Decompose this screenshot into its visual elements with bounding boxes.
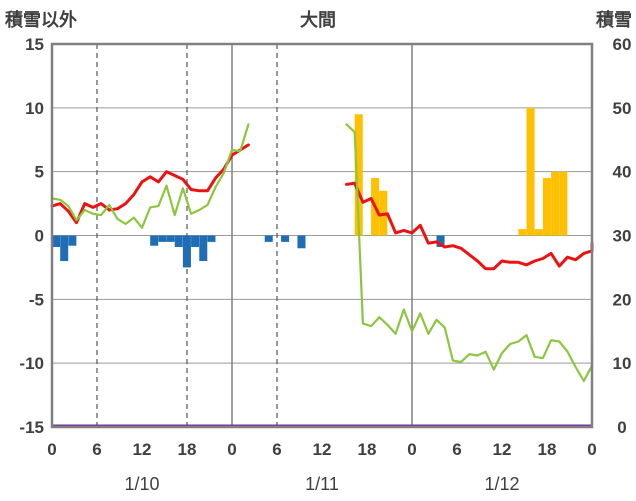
snow-bar [534,229,543,236]
date-label: 1/10 [124,474,159,494]
x-tick-label: 18 [358,440,377,459]
precip-bar [150,235,159,246]
left-tick-label: 10 [25,99,44,118]
x-tick-label: 6 [452,440,461,459]
green-series-line [345,123,594,383]
line-layer [50,123,594,428]
precip-bar [52,235,61,247]
left-tick-label: -5 [29,290,44,309]
plot-frame [50,42,594,429]
right-axis: 60 50 40 30 20 10 0 [613,35,632,437]
red-series-line [50,143,250,225]
left-tick-label: 0 [35,227,44,246]
grid-lines [52,44,592,427]
x-tick-label: 0 [227,440,236,459]
bar-layer [52,107,568,268]
left-tick-label: -10 [19,354,44,373]
left-axis: 15 10 5 0 -5 -10 -15 [19,35,44,437]
left-tick-label: -15 [19,418,44,437]
precip-bar [436,235,445,247]
right-axis-title: 積雪 [595,9,632,30]
right-tick-label: 20 [613,290,632,309]
precip-bar [207,235,216,242]
precip-bar [182,235,191,268]
right-tick-label: 50 [613,99,632,118]
precip-bar [264,235,273,242]
date-labels: 1/10 1/11 1/12 [124,474,519,494]
green-series-line [50,123,250,229]
x-tick-label: 12 [313,440,332,459]
precip-bar [174,235,183,247]
right-tick-label: 30 [613,227,632,246]
snow-bar [354,114,363,236]
precip-bar [297,235,306,249]
center-title: 大間 [300,9,336,30]
x-tick-label: 0 [587,440,596,459]
x-tick-label: 18 [538,440,557,459]
left-axis-title: 積雪以外 [4,9,77,30]
x-tick-label: 18 [178,440,197,459]
right-tick-label: 10 [613,354,632,373]
left-tick-label: 5 [35,163,44,182]
precip-bar [199,235,208,262]
red-series-line [345,181,594,271]
x-axis: 0 6 12 18 0 6 12 18 0 6 12 18 0 [47,440,596,459]
x-tick-label: 0 [407,440,416,459]
precip-bar [158,235,167,242]
precip-bar [60,235,69,262]
left-tick-label: 15 [25,35,44,54]
precip-bar [68,235,77,246]
x-tick-label: 6 [92,440,101,459]
snow-bar [518,229,527,236]
snow-bar [551,171,560,236]
right-tick-label: 60 [613,35,632,54]
right-tick-label: 40 [613,163,632,182]
date-label: 1/12 [484,474,519,494]
snow-bar [542,178,551,236]
right-tick-label: 0 [617,418,626,437]
x-tick-label: 0 [47,440,56,459]
x-tick-label: 12 [133,440,152,459]
precip-bar [191,235,200,247]
snow-bar [526,107,535,236]
x-tick-label: 6 [272,440,281,459]
date-label: 1/11 [305,474,339,494]
x-tick-label: 12 [493,440,512,459]
precip-bar [281,235,290,242]
snow-bar [559,171,568,236]
precip-bar [166,235,175,242]
